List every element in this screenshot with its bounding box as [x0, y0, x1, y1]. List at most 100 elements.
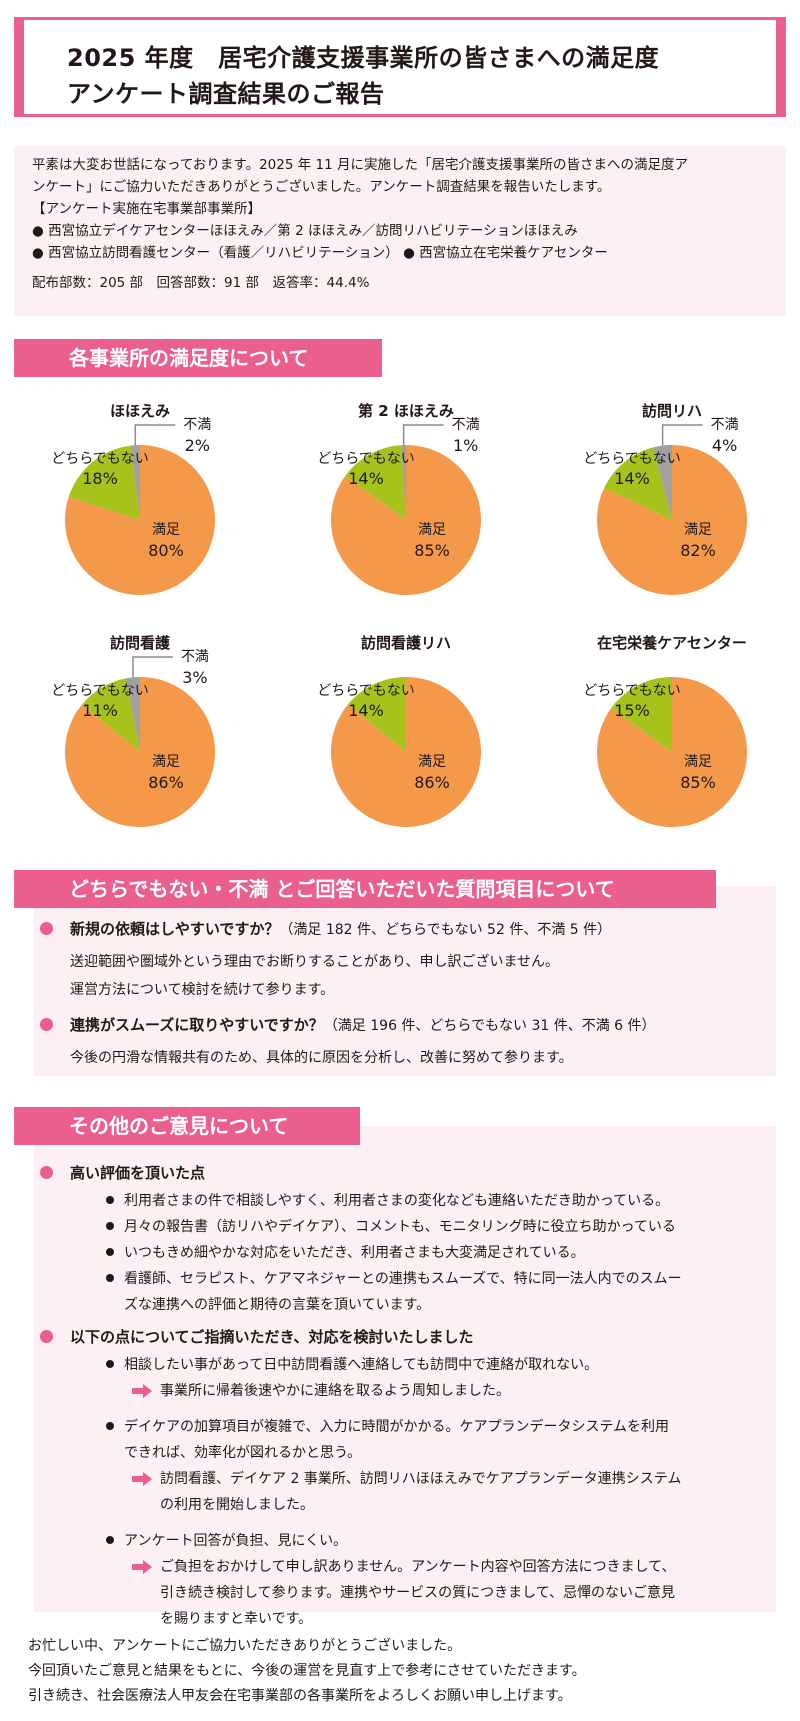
pie-title: 訪問看護 [109, 634, 170, 652]
pie-chart: 訪問看護 満足 86% どちらでもない 11% 不満 3% [50, 632, 270, 852]
pie-slice [401, 445, 406, 520]
pie-svg: 満足 82% どちらでもない 14% 不満 4% [583, 417, 747, 595]
footer-line: お忙しい中、アンケートにご協力いただきありがとうございました。 [28, 1638, 462, 1654]
pie-slice [345, 445, 406, 520]
leader-line [132, 656, 173, 678]
intro-panel: 平素は大変お世話になっております。2025 年 11 月に実施した「居宅介護支援… [14, 146, 786, 316]
pie-slice [82, 678, 140, 752]
footer-line: 今回頂いたご意見と結果をもとに、今後の運営を見直す上で参考にさせていただきます。 [28, 1663, 586, 1679]
praise-item: いつもきめ細やかな対応をいただき、利用者さまも大変満足されている。 [106, 1242, 585, 1262]
section-header-satisfaction: 各事業所の満足度について [14, 339, 382, 377]
footer-line: 引き続き、社会医療法人甲友会在宅事業部の各事業所をよろしくお願い申し上げます。 [28, 1688, 572, 1704]
questions-panel: 新規の依頼はしやすいですか？（満足 182 件、どちらでもない 52 件、不満 … [34, 886, 776, 1076]
pie-title: 第 2 ほほえみ [358, 402, 454, 420]
issue-reply: 訪問看護、デイケア 2 事業所、訪問リハほほえみでケアプランデータ連携システム [132, 1468, 681, 1488]
pie-slice [65, 445, 216, 595]
bullet-icon [106, 1274, 114, 1282]
intro-line: ンケート」にご協力いただきありがとうございました。アンケート調査結果を報告いたし… [32, 179, 611, 195]
arrow-right-icon [132, 1472, 152, 1486]
pink-dot-icon [40, 1330, 53, 1343]
slice-label: 満足 [152, 522, 180, 538]
slice-value: 85% [680, 773, 716, 792]
question-counts: （満足 182 件、どちらでもない 52 件、不満 5 件） [279, 922, 612, 938]
pie-slice [125, 677, 140, 752]
praise-item: 月々の報告書（訪リハやデイケア）、コメントも、モニタリング時に役立ち助かっている [106, 1216, 676, 1236]
arrow-right-icon [132, 1384, 152, 1398]
slice-value: 1% [453, 436, 478, 455]
pie-slice [64, 677, 215, 827]
pie-title: 訪問看護リハ [360, 634, 451, 652]
praise-group: 高い評価を頂いた点 [40, 1162, 766, 1183]
issue-reply: ご負担をおかけして申し訳ありません。アンケート内容や回答方法につきまして、 [132, 1556, 675, 1576]
slice-value: 14% [614, 469, 650, 488]
slice-value: 82% [680, 541, 716, 560]
pie-svg: 満足 86% どちらでもない 11% 不満 3% [51, 649, 215, 827]
section-header-opinions: その他のご意見について [14, 1107, 360, 1145]
pie-title: ほほえみ [109, 402, 170, 420]
survey-stats: 配布部数：205 部 回答部数：91 部 返答率：44.4% [32, 275, 370, 291]
slice-value: 86% [414, 773, 450, 792]
bullet-icon [106, 1536, 114, 1544]
slice-value: 3% [182, 668, 207, 687]
section-header-questions: どちらでもない・不満 とご回答いただいた質問項目について [14, 870, 716, 908]
pie-title: 訪問リハ [641, 402, 702, 420]
pink-dot-icon [40, 1018, 53, 1031]
pie-svg: 満足 85% どちらでもない 15% [583, 677, 747, 827]
question-item: 新規の依頼はしやすいですか？（満足 182 件、どちらでもない 52 件、不満 … [40, 918, 766, 999]
slice-value: 80% [148, 541, 184, 560]
slice-label: どちらでもない [51, 683, 149, 699]
pie-slice [611, 677, 672, 752]
slice-value: 18% [82, 469, 118, 488]
bullet-icon [106, 1248, 114, 1256]
pie-chart: ほほえみ 満足 80% どちらでもない 18% 不満 2% [50, 400, 270, 620]
slice-value: 14% [348, 469, 384, 488]
slice-value: 86% [148, 773, 184, 792]
slice-value: 14% [348, 701, 384, 720]
pie-svg: 満足 86% どちらでもない 14% [317, 677, 481, 827]
pie-slice [653, 445, 672, 520]
issue-reply-continued: 引き続き検討して参ります。連携やサービスの質につきまして、忌憚のないご意見 [160, 1585, 676, 1601]
answer-line: 運営方法について検討を続けて参ります。 [70, 982, 335, 998]
slice-label: 不満 [452, 417, 480, 433]
slice-value: 15% [614, 701, 650, 720]
bullet-icon [106, 1360, 114, 1368]
slice-label: 満足 [418, 522, 446, 538]
intro-line: ● 西宮協立訪問看護センター（看護／リハビリテーション） ● 西宮協立在宅栄養ケ… [32, 245, 608, 261]
pink-dot-icon [40, 922, 53, 935]
slice-label: どちらでもない [317, 683, 415, 699]
pie-chart: 訪問看護リハ 満足 86% どちらでもない 14% [316, 632, 536, 852]
slice-label: どちらでもない [317, 451, 415, 467]
slice-label: どちらでもない [583, 451, 681, 467]
issues-group: 以下の点についてご指摘いただき、対応を検討いたしました [40, 1326, 766, 1347]
question-title: 新規の依頼はしやすいですか？ [70, 920, 280, 938]
issue-reply-continued: を賜りますと幸いです。 [160, 1611, 313, 1627]
issue-reply: 事業所に帰着後速やかに連絡を取るよう周知しました。 [132, 1380, 510, 1400]
pie-chart: 在宅栄養ケアセンター 満足 85% どちらでもない 15% [582, 632, 800, 852]
issue-item-continued: できれば、効率化が図れるかと思う。 [124, 1445, 362, 1461]
praise-item: 看護師、セラピスト、ケアマネジャーとの連携もスムーズで、特に同一法人内でのスムー [106, 1268, 682, 1288]
intro-line: 【アンケート実施在宅事業部事業所】 [32, 201, 261, 217]
issue-item: デイケアの加算項目が複雑で、入力に時間がかかる。ケアプランデータシステムを利用 [106, 1416, 669, 1436]
pie-chart: 訪問リハ満足 82% どちらでもない 14% 不満 4% [582, 400, 800, 620]
pie-chart: 第 2 ほほえみ満足 85% どちらでもない 14% 不満 1% [316, 400, 536, 620]
page-title-line1: 2025 年度 居宅介護支援事業所の皆さまへの満足度 [67, 44, 660, 72]
slice-value: 2% [185, 436, 210, 455]
bullet-icon [106, 1196, 114, 1204]
pie-title: 在宅栄養ケアセンター [597, 634, 747, 652]
slice-label: 満足 [684, 522, 712, 538]
slice-label: 不満 [711, 417, 739, 433]
page-title-line2: アンケート調査結果のご報告 [67, 80, 385, 108]
praise-item: 利用者さまの件で相談しやすく、利用者さまの変化なども連絡いただき助かっている。 [106, 1190, 669, 1210]
title-box: 2025 年度 居宅介護支援事業所の皆さまへの満足度 アンケート調査結果のご報告 [14, 17, 786, 117]
slice-value: 85% [414, 541, 450, 560]
slice-value: 4% [712, 436, 737, 455]
pie-slice [130, 445, 140, 520]
answer-line: 今後の円滑な情報共有のため、具体的に原因を分析し、改善に努めて参ります。 [70, 1050, 573, 1066]
footer: お忙しい中、アンケートにご協力いただきありがとうございました。 今回頂いたご意見… [28, 1634, 586, 1709]
slice-label: 満足 [684, 754, 712, 770]
pink-dot-icon [40, 1166, 53, 1179]
leader-line [661, 424, 703, 446]
slice-value: 11% [82, 701, 118, 720]
pie-slice [604, 447, 672, 520]
answer-line: 送迎範囲や圏域外という理由でお断りすることがあり、申し訳ございません。 [70, 954, 560, 970]
